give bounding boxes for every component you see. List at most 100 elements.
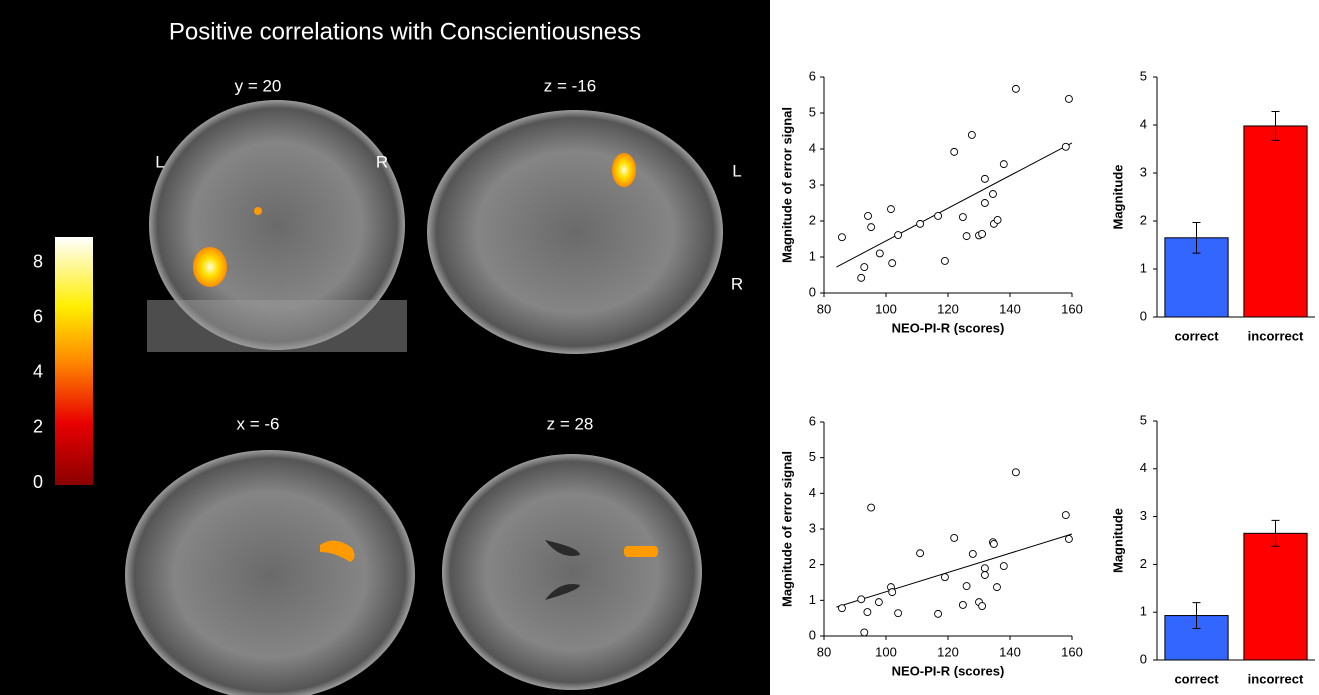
- orientation-label: L: [155, 152, 164, 171]
- scatter-point: [1011, 468, 1020, 477]
- scatter-point: [867, 503, 876, 512]
- x-tick-label: correct: [1174, 328, 1219, 343]
- scatter-point: [934, 212, 943, 220]
- activation-blob: [193, 247, 227, 287]
- scatter-point: [887, 205, 895, 214]
- scatter-point: [993, 583, 1001, 592]
- y-tick-label: 1: [1140, 604, 1147, 619]
- scatter-point: [857, 273, 866, 282]
- error-bar: [1192, 221, 1201, 254]
- scatter-point: [838, 604, 846, 613]
- brain-images: [125, 100, 723, 695]
- scatter-point: [1011, 84, 1020, 93]
- trendline: [836, 533, 1073, 608]
- x-tick-label: correct: [1174, 671, 1219, 686]
- scatter-point: [857, 595, 866, 604]
- scatter-point: [1064, 95, 1073, 103]
- scatter-point: [875, 249, 884, 258]
- y-tick-label: 3: [1140, 508, 1147, 523]
- scatter-point: [888, 588, 897, 597]
- x-tick-label: 160: [1061, 301, 1083, 316]
- y-tick-label: 0: [1140, 308, 1147, 323]
- scatter-point: [916, 549, 925, 558]
- x-tick-label: 80: [817, 301, 831, 316]
- x-tick-label: 160: [1061, 644, 1083, 659]
- y-tick-label: 4: [809, 140, 816, 155]
- scatter-point: [894, 609, 903, 618]
- y-tick-label: 2: [809, 556, 816, 571]
- scatter-point: [962, 582, 971, 591]
- scatter-point: [958, 213, 967, 221]
- scatter-point: [999, 562, 1008, 571]
- colorbar: [55, 237, 93, 485]
- x-tick-label: 100: [875, 644, 897, 659]
- colorbar-tick-label: 4: [33, 362, 43, 382]
- y-tick-label: 3: [1140, 164, 1147, 179]
- scatter-point: [950, 533, 959, 542]
- y-tick-label: 4: [1140, 460, 1147, 475]
- slice-label: z = -16: [544, 76, 596, 95]
- scatter-point: [978, 602, 987, 610]
- scatter-point: [962, 232, 971, 241]
- scatter-point: [940, 257, 949, 265]
- y-tick-label: 3: [809, 176, 816, 191]
- scatter-point: [888, 259, 897, 268]
- bar: [1243, 532, 1308, 661]
- scatter-point: [860, 628, 869, 637]
- y-tick-label: 5: [809, 104, 816, 119]
- y-tick-label: 2: [1140, 556, 1147, 571]
- x-tick-label: 120: [937, 301, 959, 316]
- y-tick-label: 1: [1140, 260, 1147, 275]
- scatter-point: [1061, 142, 1070, 151]
- trendline: [836, 142, 1073, 268]
- x-tick-label: 140: [999, 644, 1021, 659]
- axial-slice: [442, 454, 702, 690]
- scatter-point: [980, 174, 989, 183]
- x-tick-label: incorrect: [1248, 671, 1304, 686]
- colorbar-tick-label: 6: [33, 306, 43, 326]
- scatter-point: [894, 231, 903, 239]
- orientation-label: R: [731, 274, 743, 293]
- axial-slice: [427, 110, 723, 354]
- orientation-label: L: [732, 161, 741, 180]
- bar: [1243, 125, 1308, 318]
- scatter-point: [980, 199, 989, 207]
- scatter-point: [934, 609, 943, 618]
- y-tick-label: 1: [809, 248, 816, 263]
- x-tick-label: incorrect: [1248, 328, 1304, 343]
- sagittal-slice: [125, 450, 415, 695]
- scatter-point: [980, 571, 989, 579]
- colorbar-tick-label: 0: [33, 472, 43, 492]
- x-tick-label: 80: [817, 644, 831, 659]
- activation-blob: [320, 540, 355, 562]
- x-tick-label: 140: [999, 301, 1021, 316]
- y-tick-label: 0: [809, 627, 816, 642]
- y-tick-label: 4: [1140, 116, 1147, 131]
- scatter-point: [958, 601, 967, 609]
- scatter-point: [867, 223, 876, 232]
- y-tick-label: 5: [1140, 68, 1147, 83]
- scatter-point: [999, 160, 1008, 169]
- y-axis-label: Magnitude of error signal: [779, 451, 794, 607]
- scatter-point: [1064, 535, 1073, 543]
- y-tick-label: 6: [809, 413, 816, 428]
- colorbar-tick-label: 8: [33, 251, 43, 271]
- y-tick-label: 0: [1140, 651, 1147, 666]
- scatter-point: [950, 147, 959, 156]
- figure-title: Positive correlations with Conscientious…: [169, 18, 641, 45]
- activation-blob: [254, 207, 262, 215]
- slice-label: x = -6: [237, 414, 280, 433]
- y-tick-label: 2: [1140, 212, 1147, 227]
- scatter-point: [860, 263, 869, 272]
- x-axis-label: NEO-PI-R (scores): [892, 320, 1005, 335]
- activation-blob: [612, 153, 636, 187]
- scatter-point: [874, 598, 883, 607]
- scatter-point: [968, 550, 977, 558]
- y-axis-label: Magnitude: [1110, 165, 1125, 230]
- scatter-point: [940, 573, 949, 582]
- y-tick-label: 0: [809, 284, 816, 299]
- scatter-point: [993, 215, 1002, 224]
- coronal-slice: [149, 100, 405, 350]
